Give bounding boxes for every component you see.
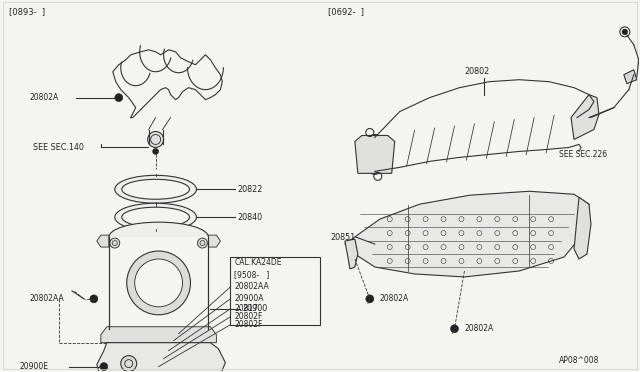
Text: [0692-  ]: [0692- ] (328, 7, 364, 16)
Ellipse shape (122, 207, 189, 227)
Bar (230, 257, 320, 325)
Polygon shape (345, 239, 358, 269)
Circle shape (110, 238, 120, 248)
Text: 20900: 20900 (243, 304, 268, 313)
Text: 20817: 20817 (234, 304, 259, 313)
Circle shape (100, 363, 108, 371)
Circle shape (115, 94, 123, 102)
Polygon shape (571, 94, 599, 140)
Ellipse shape (109, 222, 209, 252)
Circle shape (148, 131, 164, 147)
Text: [9508-   ]: [9508- ] (234, 270, 269, 279)
Circle shape (198, 238, 207, 248)
Polygon shape (574, 197, 591, 259)
Ellipse shape (109, 314, 209, 344)
Polygon shape (97, 235, 109, 247)
Ellipse shape (115, 203, 196, 231)
Circle shape (366, 295, 374, 303)
Text: 20802AA: 20802AA (29, 294, 64, 303)
Text: 20851: 20851 (330, 232, 355, 241)
Text: 20802A: 20802A (465, 324, 493, 333)
FancyBboxPatch shape (109, 237, 209, 329)
Text: SEE SEC.140: SEE SEC.140 (33, 143, 84, 152)
Ellipse shape (115, 175, 196, 203)
Polygon shape (101, 327, 216, 343)
Text: 20802AA: 20802AA (234, 282, 269, 291)
Circle shape (622, 29, 627, 34)
Polygon shape (355, 135, 395, 173)
Polygon shape (209, 235, 220, 247)
Circle shape (153, 148, 159, 154)
Circle shape (121, 356, 137, 372)
Circle shape (451, 325, 458, 333)
Polygon shape (345, 191, 589, 277)
Text: 20900A: 20900A (234, 294, 264, 303)
Circle shape (90, 295, 98, 303)
Circle shape (127, 251, 191, 315)
Text: 20822: 20822 (237, 185, 262, 194)
Text: AP08^008: AP08^008 (559, 356, 600, 365)
Text: 20802A: 20802A (380, 294, 409, 303)
Circle shape (134, 259, 182, 307)
Text: [0893-  ]: [0893- ] (9, 7, 45, 16)
Polygon shape (624, 70, 637, 84)
Ellipse shape (362, 135, 387, 174)
Text: 20802F: 20802F (234, 312, 262, 321)
Text: 20840: 20840 (237, 213, 262, 222)
Text: SEE SEC.226: SEE SEC.226 (559, 150, 607, 159)
Polygon shape (97, 343, 225, 372)
Text: 20802A: 20802A (29, 93, 58, 102)
Ellipse shape (122, 179, 189, 199)
Text: 20802: 20802 (465, 67, 490, 76)
Ellipse shape (366, 140, 384, 169)
Text: CAL.KA24DE: CAL.KA24DE (234, 259, 282, 267)
Text: 20802F: 20802F (234, 320, 262, 329)
Text: 20900E: 20900E (19, 362, 48, 371)
